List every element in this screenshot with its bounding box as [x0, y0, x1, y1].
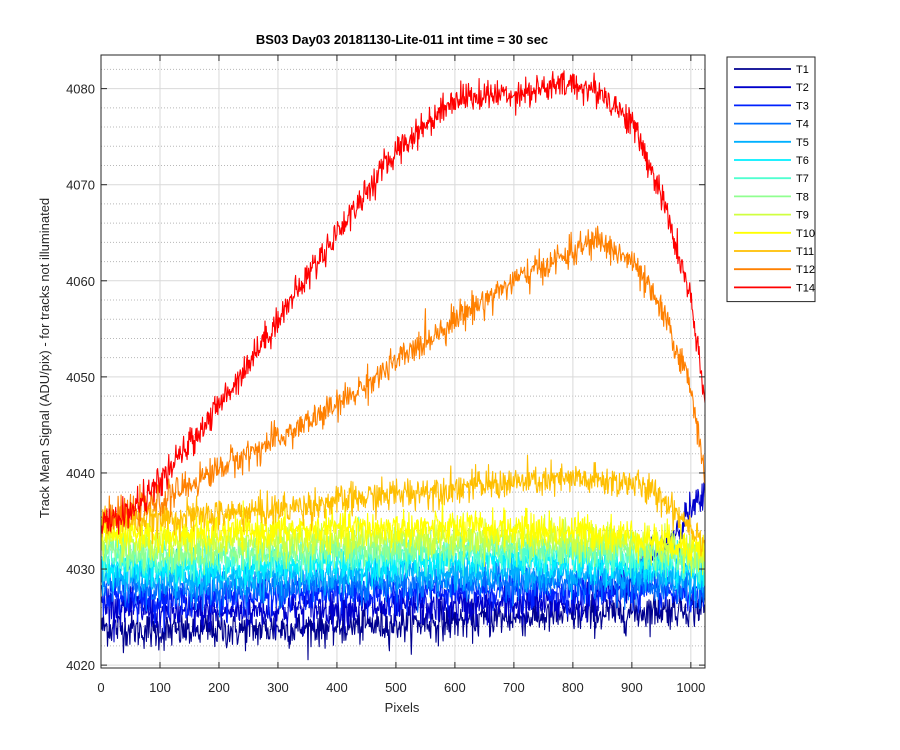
- y-tick-label: 4030: [66, 562, 95, 577]
- legend-item-t9: T9: [734, 210, 809, 222]
- legend-item-t11: T11: [734, 246, 814, 258]
- legend-label: T3: [796, 100, 809, 112]
- legend-label: T2: [796, 82, 809, 94]
- legend-label: T7: [796, 173, 809, 185]
- x-tick-label: 200: [208, 680, 230, 695]
- series-line-t14: [101, 70, 705, 535]
- x-tick-label: 0: [97, 680, 104, 695]
- legend-label: T5: [796, 137, 809, 149]
- x-tick-label: 700: [503, 680, 525, 695]
- legend-label: T10: [796, 228, 815, 240]
- y-tick-label: 4070: [66, 178, 95, 193]
- y-tick-labels: 4020 4030 4040 4050 4060 4070 4080: [66, 82, 95, 673]
- legend: T1 T2 T3 T4 T5 T6 T7 T8 T9 T10 T11 T12 T14: [726, 56, 816, 303]
- x-axis-label: Pixels: [385, 700, 420, 715]
- legend-item-t5: T5: [734, 137, 809, 149]
- x-tick-labels: 0 100 200 300 400 500 600 700 800 900 1000: [97, 680, 705, 695]
- legend-item-t4: T4: [734, 119, 809, 131]
- legend-item-t12: T12: [734, 264, 815, 276]
- series-line-t10: [101, 496, 705, 564]
- legend-item-t7: T7: [734, 173, 809, 185]
- y-axis-label: Track Mean Signal (ADU/pix) - for tracks…: [37, 198, 52, 518]
- x-tick-label: 800: [562, 680, 584, 695]
- x-tick-label: 1000: [676, 680, 705, 695]
- series-line-t12: [101, 225, 705, 535]
- legend-label: T8: [796, 191, 809, 203]
- series-line-t6: [101, 532, 705, 596]
- ticks: [100, 55, 705, 668]
- series-line-t1: [101, 585, 705, 661]
- legend-item-t6: T6: [734, 155, 809, 167]
- x-tick-label: 100: [149, 680, 171, 695]
- legend-label: T4: [796, 119, 809, 131]
- y-tick-label: 4080: [66, 82, 95, 97]
- legend-label: T12: [796, 264, 815, 276]
- legend-label: T1: [796, 64, 809, 76]
- legend-item-t2: T2: [734, 82, 809, 94]
- legend-label: T11: [796, 246, 814, 258]
- chart-title: BS03 Day03 20181130-Lite-011 int time = …: [256, 32, 548, 47]
- legend-item-t1: T1: [734, 64, 809, 76]
- y-tick-label: 4060: [66, 274, 95, 289]
- legend-label: T14: [796, 282, 815, 294]
- legend-item-t3: T3: [734, 100, 809, 112]
- plot-frame: [100, 54, 706, 669]
- legend-item-t8: T8: [734, 191, 809, 203]
- x-tick-label: 400: [326, 680, 348, 695]
- legend-box: [726, 56, 816, 303]
- x-tick-label: 600: [444, 680, 466, 695]
- legend-label: T9: [796, 210, 809, 222]
- x-tick-label: 500: [385, 680, 407, 695]
- series-line-t8: [101, 522, 705, 576]
- legend-item-t10: T10: [734, 228, 815, 240]
- series-layer: [101, 70, 705, 661]
- x-tick-label: 900: [621, 680, 643, 695]
- y-tick-label: 4020: [66, 658, 95, 673]
- legend-item-t14: T14: [734, 282, 815, 294]
- y-tick-label: 4050: [66, 370, 95, 385]
- x-tick-label: 300: [267, 680, 289, 695]
- legend-label: T6: [796, 155, 809, 167]
- y-tick-label: 4040: [66, 466, 95, 481]
- series-line-t11: [101, 454, 705, 557]
